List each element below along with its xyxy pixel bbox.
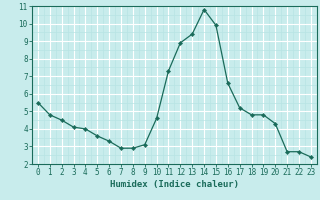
X-axis label: Humidex (Indice chaleur): Humidex (Indice chaleur) [110, 180, 239, 189]
